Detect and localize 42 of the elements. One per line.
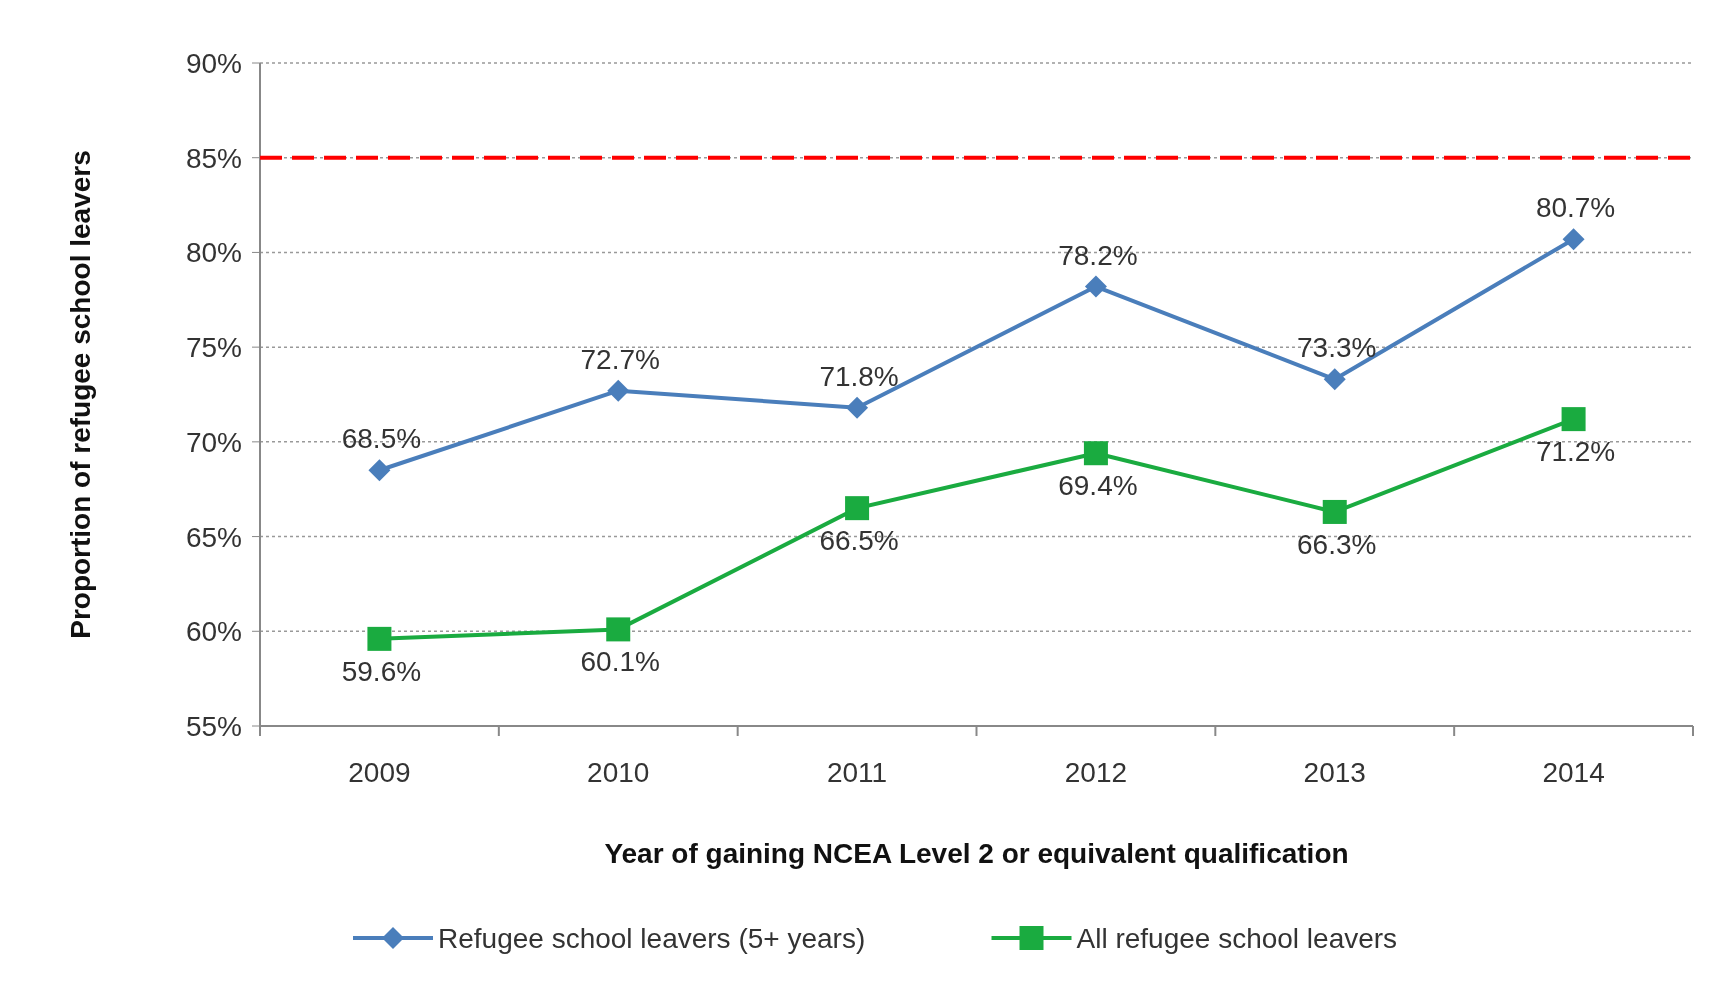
- point: [846, 396, 869, 419]
- legend-label: Refugee school leavers (5+ years): [438, 923, 866, 954]
- data-label: 80.7%: [1535, 192, 1616, 224]
- point: [1083, 441, 1108, 466]
- data-label: 68.5%: [341, 423, 422, 455]
- y-tick-label: 85%: [185, 142, 242, 174]
- y-tick-label: 60%: [185, 616, 242, 648]
- point: [368, 459, 391, 482]
- x-tick-label: 2011: [826, 757, 888, 788]
- x-tick-label: 2009: [348, 757, 411, 788]
- data-label: 66.3%: [1297, 528, 1377, 560]
- point: [1561, 407, 1586, 432]
- data-label: 78.2%: [1058, 239, 1138, 271]
- point: [1084, 275, 1107, 298]
- y-axis-title: Proportion of refugee school leavers: [65, 150, 96, 639]
- point: [1562, 228, 1585, 251]
- point: [1322, 499, 1347, 524]
- data-label: 69.4%: [1058, 470, 1138, 502]
- data-label: 60.1%: [580, 646, 660, 678]
- legend-label: All refugee school leavers: [1076, 923, 1398, 954]
- point: [606, 617, 631, 642]
- x-tick-label: 2013: [1303, 757, 1366, 788]
- point: [1323, 368, 1346, 391]
- y-tick-label: 90%: [185, 48, 242, 79]
- y-tick-label: 75%: [185, 332, 242, 364]
- point: [607, 379, 630, 402]
- y-tick-label: 80%: [185, 237, 242, 269]
- data-label: 59.6%: [341, 655, 422, 687]
- data-label: 72.7%: [580, 343, 660, 375]
- data-label: 66.5%: [819, 525, 899, 557]
- x-tick-label: 2014: [1542, 757, 1605, 788]
- data-label: 71.8%: [819, 360, 899, 392]
- x-axis-title: Year of gaining NCEA Level 2 or equivalent qualification: [604, 838, 1349, 869]
- data-label: 71.2%: [1535, 436, 1616, 468]
- x-tick-label: 2012: [1064, 757, 1128, 788]
- point: [367, 626, 392, 651]
- y-tick-label: 70%: [185, 426, 242, 458]
- x-tick-label: 2010: [587, 757, 650, 788]
- point: [845, 496, 870, 521]
- data-label: 73.3%: [1297, 332, 1377, 364]
- y-tick-label: 55%: [185, 711, 242, 742]
- y-tick-label: 65%: [185, 521, 242, 553]
